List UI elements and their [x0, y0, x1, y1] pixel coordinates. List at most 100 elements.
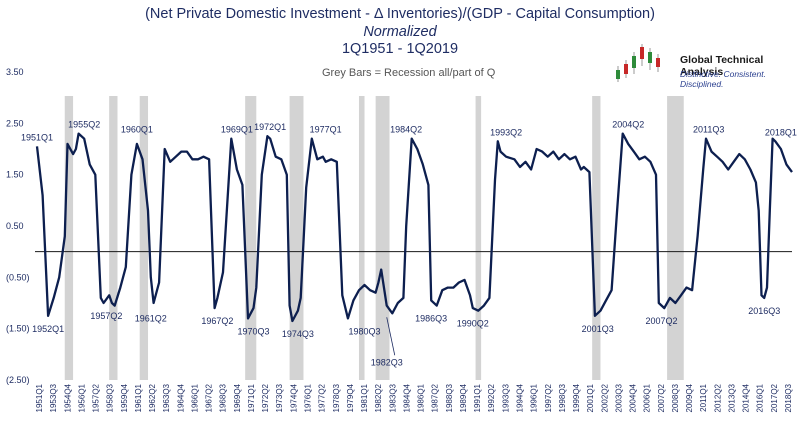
recession-bar-1 — [109, 96, 118, 380]
annotation-label: 1957Q2 — [90, 311, 122, 321]
x-tick-label: 1994Q4 — [515, 383, 524, 412]
x-tick-label: 1961Q1 — [134, 383, 143, 412]
annotation-label: 2007Q2 — [646, 316, 678, 326]
x-tick-label: 2016Q1 — [756, 383, 765, 412]
x-tick-label: 1964Q4 — [176, 383, 185, 412]
x-tick-label: 1958Q3 — [106, 383, 115, 412]
x-tick-label: 1966Q1 — [190, 383, 199, 412]
annotation-label: 2004Q2 — [612, 120, 644, 130]
x-tick-label: 1978Q3 — [332, 383, 341, 412]
x-tick-label: 1998Q3 — [558, 383, 567, 412]
annotation-label: 1961Q2 — [135, 314, 167, 324]
logo-tagline: Distinctive. Consistent. Disciplined. — [680, 69, 766, 89]
y-tick-label: 0.50 — [6, 221, 24, 231]
chart-period: 1Q1951 - 1Q2019 — [341, 41, 459, 57]
x-tick-label: 1979Q4 — [346, 383, 355, 412]
annotation-label: 1970Q3 — [237, 326, 269, 336]
x-tick-label: 1992Q2 — [487, 383, 496, 412]
x-tick-label: 1972Q2 — [261, 383, 270, 412]
annotation-label: 1977Q1 — [310, 125, 342, 135]
y-tick-label: 1.50 — [6, 170, 24, 180]
x-tick-label: 1971Q1 — [247, 383, 256, 412]
x-tick-label: 1951Q1 — [35, 383, 44, 412]
x-tick-label: 1968Q3 — [219, 383, 228, 412]
annotation-label: 1993Q2 — [490, 127, 522, 137]
x-tick-label: 1999Q4 — [572, 383, 581, 412]
x-tick-label: 2009Q4 — [685, 383, 694, 412]
annotation-label: 2018Q1 — [765, 127, 797, 137]
chart-subtitle: Normalized — [363, 24, 437, 40]
annotation-leader — [386, 317, 396, 356]
y-tick-label: 3.50 — [6, 67, 24, 77]
x-tick-label: 1981Q1 — [360, 383, 369, 412]
y-tick-label: (2.50) — [6, 375, 30, 385]
recession-bars — [64, 96, 684, 380]
annotation-label: 1969Q1 — [221, 125, 253, 135]
annotation-label: 2011Q3 — [693, 125, 724, 135]
annotation-label: 1955Q2 — [68, 120, 100, 130]
recession-bar-0 — [64, 96, 74, 380]
annotation-label: 1974Q3 — [282, 329, 314, 339]
x-tick-label: 2018Q3 — [784, 383, 793, 412]
annotation-label: 1960Q1 — [121, 125, 153, 135]
annotation-label: 2016Q3 — [748, 306, 780, 316]
y-tick-label: 2.50 — [6, 118, 24, 128]
recession-bar-3 — [245, 96, 257, 380]
x-tick-label: 1987Q2 — [431, 383, 440, 412]
annotation-label: 1952Q1 — [32, 324, 64, 334]
recession-bar-6 — [375, 96, 390, 380]
annotation-label: 1982Q3 — [371, 357, 403, 367]
x-tick-label: 1996Q1 — [530, 383, 539, 412]
x-tick-label: 1977Q2 — [318, 383, 327, 412]
annotation-label: 1986Q3 — [415, 314, 447, 324]
x-tick-label: 1957Q2 — [92, 383, 101, 412]
x-tick-label: 1973Q3 — [275, 383, 284, 412]
x-tick-label: 1984Q4 — [402, 383, 411, 412]
recession-bar-5 — [358, 96, 365, 380]
x-tick-label: 2006Q1 — [643, 383, 652, 412]
x-tick-label: 1982Q2 — [374, 383, 383, 412]
annotation-label: 1984Q2 — [390, 125, 422, 135]
y-tick-label: (1.50) — [6, 324, 30, 334]
recession-bar-8 — [592, 96, 601, 380]
annotation-label: 2001Q3 — [582, 324, 614, 334]
annotation-label: 1990Q2 — [457, 319, 489, 329]
x-tick-label: 1976Q1 — [304, 383, 313, 412]
x-tick-label: 1959Q4 — [120, 383, 129, 412]
recession-bar-9 — [667, 96, 684, 380]
x-tick-label: 2007Q2 — [657, 383, 666, 412]
x-tick-label: 1991Q1 — [473, 383, 482, 412]
x-tick-label: 2014Q4 — [742, 383, 751, 412]
series-line — [35, 132, 793, 323]
x-tick-label: 1993Q3 — [501, 383, 510, 412]
x-tick-label: 2001Q1 — [586, 383, 595, 412]
y-axis: 3.50 2.50 1.50 0.50 (0.50) (1.50) (2.50) — [6, 67, 30, 385]
x-tick-label: 2013Q3 — [727, 383, 736, 412]
x-tick-label: 2004Q4 — [629, 383, 638, 412]
chart-title: (Net Private Domestic Investment - Δ Inv… — [145, 6, 655, 22]
x-tick-label: 1969Q4 — [233, 383, 242, 412]
x-tick-label: 1983Q3 — [388, 383, 397, 412]
x-tick-label: 1954Q4 — [63, 383, 72, 412]
x-axis: 1951Q1 1953Q3 1954Q4 1956Q1 1957Q2 1958Q3 1959… — [35, 383, 793, 412]
recession-bar-7 — [475, 96, 482, 380]
candlestick-logo-icon — [616, 44, 660, 82]
x-tick-label: 2002Q2 — [600, 383, 609, 412]
x-tick-label: 1953Q3 — [49, 383, 58, 412]
logo-name: Global Technical Analysis — [680, 54, 764, 78]
x-tick-label: 1986Q1 — [417, 383, 426, 412]
x-tick-label: 1997Q2 — [544, 383, 553, 412]
x-tick-label: 2008Q3 — [671, 383, 680, 412]
annotation-label: 1972Q1 — [254, 122, 286, 132]
x-tick-label: 2017Q2 — [770, 383, 779, 412]
recession-bar-2 — [139, 96, 149, 380]
annotations: 1951Q1 1952Q1 1955Q2 1957Q2 1960Q1 1961Q2 1967… — [21, 120, 797, 368]
x-tick-label: 2011Q1 — [699, 383, 708, 411]
x-tick-label: 1967Q2 — [205, 383, 214, 412]
y-tick-label: (0.50) — [6, 272, 30, 282]
annotation-label: 1980Q3 — [349, 326, 381, 336]
x-tick-label: 1974Q4 — [289, 383, 298, 412]
x-tick-label: 1962Q2 — [148, 383, 157, 412]
x-tick-label: 1956Q1 — [77, 383, 86, 412]
